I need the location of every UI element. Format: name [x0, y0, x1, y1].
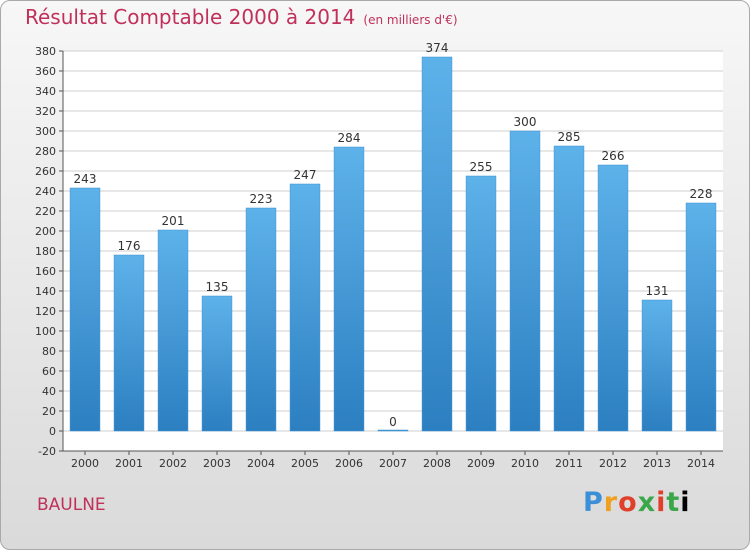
- data-label: 228: [690, 187, 713, 201]
- x-tick-label: 2007: [379, 457, 407, 470]
- bar-2005: [289, 183, 321, 432]
- bar-2013: [641, 299, 673, 432]
- bar-2011: [553, 145, 585, 432]
- x-tick-label: 2012: [599, 457, 627, 470]
- y-tick-label: 320: [35, 105, 56, 118]
- y-tick-label: 260: [35, 165, 56, 178]
- data-label: 266: [602, 149, 625, 163]
- x-tick-label: 2003: [203, 457, 231, 470]
- data-label: 223: [250, 192, 273, 206]
- x-tick-label: 2001: [115, 457, 143, 470]
- bar-2009: [465, 175, 497, 432]
- title-unit: (en milliers d'€): [363, 13, 458, 27]
- y-tick-label: 240: [35, 185, 56, 198]
- x-tick-label: 2013: [643, 457, 671, 470]
- x-tick-label: 2005: [291, 457, 319, 470]
- data-label: 176: [118, 239, 141, 253]
- x-tick-label: 2006: [335, 457, 363, 470]
- y-tick-label: 120: [35, 305, 56, 318]
- proxiti-logo: Proxiti: [583, 487, 691, 518]
- data-label: 285: [558, 130, 581, 144]
- data-label: 284: [338, 131, 361, 145]
- chart-title: Résultat Comptable 2000 à 2014 (en millie…: [25, 5, 458, 29]
- y-tick-label: 360: [35, 65, 56, 78]
- data-label: 247: [294, 168, 317, 182]
- bar-2003: [201, 295, 233, 432]
- bar-2014: [685, 202, 717, 432]
- commune-name: BAULNE: [37, 495, 106, 515]
- bar-2002: [157, 229, 189, 432]
- bar-2012: [597, 164, 629, 432]
- data-label: 201: [162, 214, 185, 228]
- bar-2004: [245, 207, 277, 432]
- data-label: 0: [389, 415, 397, 429]
- y-tick-label: 140: [35, 285, 56, 298]
- y-tick-label: 340: [35, 85, 56, 98]
- y-tick-label: 380: [35, 45, 56, 58]
- bar-2010: [509, 130, 541, 432]
- y-tick-label: 100: [35, 325, 56, 338]
- data-label: 131: [646, 284, 669, 298]
- y-tick-label: -20: [38, 445, 56, 458]
- y-tick-label: 20: [42, 405, 56, 418]
- y-tick-label: 80: [42, 345, 56, 358]
- bar-2000: [69, 187, 101, 432]
- title-main: Résultat Comptable 2000 à 2014: [25, 5, 356, 29]
- x-tick-label: 2011: [555, 457, 583, 470]
- x-tick-label: 2008: [423, 457, 451, 470]
- data-label: 300: [514, 115, 537, 129]
- y-tick-label: 0: [49, 425, 56, 438]
- y-tick-label: 180: [35, 245, 56, 258]
- bar-2007: [377, 429, 409, 432]
- y-tick-label: 40: [42, 385, 56, 398]
- bar-2008: [421, 56, 453, 432]
- bar-2006: [333, 146, 365, 432]
- y-tick-label: 300: [35, 125, 56, 138]
- bar-2001: [113, 254, 145, 432]
- x-tick-label: 2014: [687, 457, 715, 470]
- x-tick-label: 2009: [467, 457, 495, 470]
- data-label: 243: [74, 172, 97, 186]
- y-tick-label: 160: [35, 265, 56, 278]
- data-label: 255: [470, 160, 493, 174]
- x-tick-label: 2010: [511, 457, 539, 470]
- x-tick-label: 2002: [159, 457, 187, 470]
- y-tick-label: 60: [42, 365, 56, 378]
- data-label: 374: [426, 41, 449, 55]
- y-tick-label: 280: [35, 145, 56, 158]
- x-tick-label: 2000: [71, 457, 99, 470]
- data-label: 135: [206, 280, 229, 294]
- x-tick-label: 2004: [247, 457, 275, 470]
- y-tick-label: 200: [35, 225, 56, 238]
- y-tick-label: 220: [35, 205, 56, 218]
